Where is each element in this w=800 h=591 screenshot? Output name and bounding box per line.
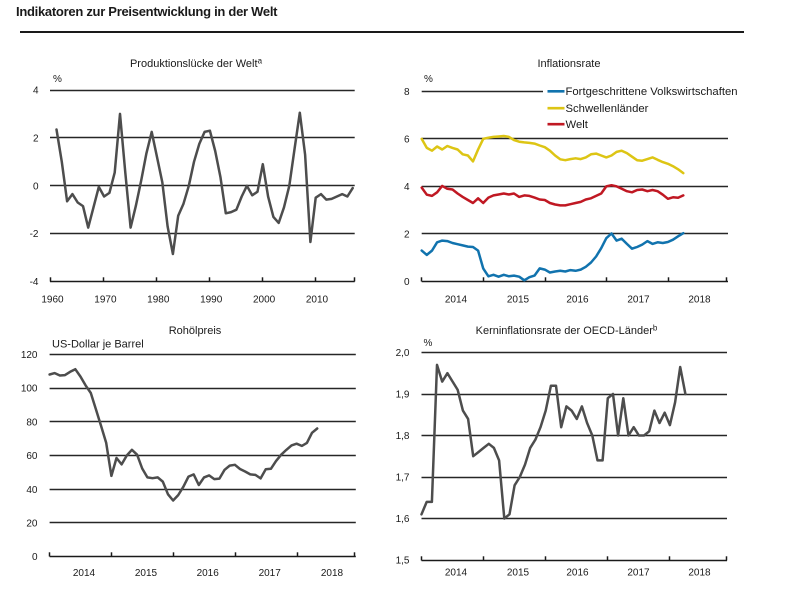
svg-text:0: 0 xyxy=(404,277,410,288)
svg-text:1960: 1960 xyxy=(41,295,64,306)
svg-text:100: 100 xyxy=(21,384,38,395)
svg-text:4: 4 xyxy=(404,182,410,193)
svg-text:%: % xyxy=(424,74,433,85)
svg-text:2015: 2015 xyxy=(135,568,158,579)
svg-text:1,6: 1,6 xyxy=(396,514,410,525)
svg-text:Rohölpreis: Rohölpreis xyxy=(169,325,222,337)
svg-text:2017: 2017 xyxy=(259,568,282,579)
svg-text:60: 60 xyxy=(26,451,38,462)
svg-text:1990: 1990 xyxy=(200,295,223,306)
svg-text:1,8: 1,8 xyxy=(396,431,410,442)
svg-text:2016: 2016 xyxy=(197,568,220,579)
svg-text:80: 80 xyxy=(26,417,38,428)
svg-text:2015: 2015 xyxy=(507,568,530,579)
svg-text:2017: 2017 xyxy=(627,568,650,579)
svg-text:2018: 2018 xyxy=(688,295,711,306)
svg-text:1980: 1980 xyxy=(147,295,170,306)
svg-text:8: 8 xyxy=(404,87,410,98)
svg-text:0: 0 xyxy=(32,552,38,563)
svg-text:2,0: 2,0 xyxy=(396,348,410,359)
svg-text:2: 2 xyxy=(33,134,39,145)
svg-text:20: 20 xyxy=(26,519,38,530)
svg-text:2018: 2018 xyxy=(688,568,711,579)
svg-text:1,5: 1,5 xyxy=(396,556,410,567)
svg-text:2014: 2014 xyxy=(73,568,96,579)
svg-text:6: 6 xyxy=(404,135,410,146)
svg-text:2016: 2016 xyxy=(566,295,589,306)
svg-text:2016: 2016 xyxy=(566,568,589,579)
svg-text:2018: 2018 xyxy=(321,568,344,579)
svg-text:2017: 2017 xyxy=(627,295,650,306)
svg-text:Inflationsrate: Inflationsrate xyxy=(538,58,601,70)
svg-text:-2: -2 xyxy=(30,229,39,240)
svg-text:%: % xyxy=(424,338,433,349)
svg-text:1,9: 1,9 xyxy=(396,390,410,401)
svg-text:4: 4 xyxy=(33,86,39,97)
svg-text:2000: 2000 xyxy=(253,295,276,306)
svg-text:2014: 2014 xyxy=(445,295,468,306)
svg-text:120: 120 xyxy=(21,350,38,361)
svg-text:1,7: 1,7 xyxy=(396,473,410,484)
svg-text:0: 0 xyxy=(33,181,39,192)
svg-text:1970: 1970 xyxy=(94,295,117,306)
svg-text:2014: 2014 xyxy=(445,568,468,579)
svg-text:2: 2 xyxy=(404,230,410,241)
svg-text:%: % xyxy=(53,74,62,85)
svg-text:Welt: Welt xyxy=(566,119,589,131)
svg-text:Fortgeschrittene Volkswirtscha: Fortgeschrittene Volkswirtschaften xyxy=(566,86,738,98)
svg-text:US-Dollar je Barrel: US-Dollar je Barrel xyxy=(52,339,144,351)
svg-text:40: 40 xyxy=(26,485,38,496)
svg-text:Produktionslücke der Welta: Produktionslücke der Welta xyxy=(130,57,263,71)
svg-text:Kerninflationsrate der OECD-Lä: Kerninflationsrate der OECD-Länderb xyxy=(476,324,658,338)
svg-text:Schwellenländer: Schwellenländer xyxy=(566,103,649,115)
svg-text:2015: 2015 xyxy=(507,295,530,306)
svg-text:2010: 2010 xyxy=(306,295,329,306)
svg-text:-4: -4 xyxy=(30,277,39,288)
